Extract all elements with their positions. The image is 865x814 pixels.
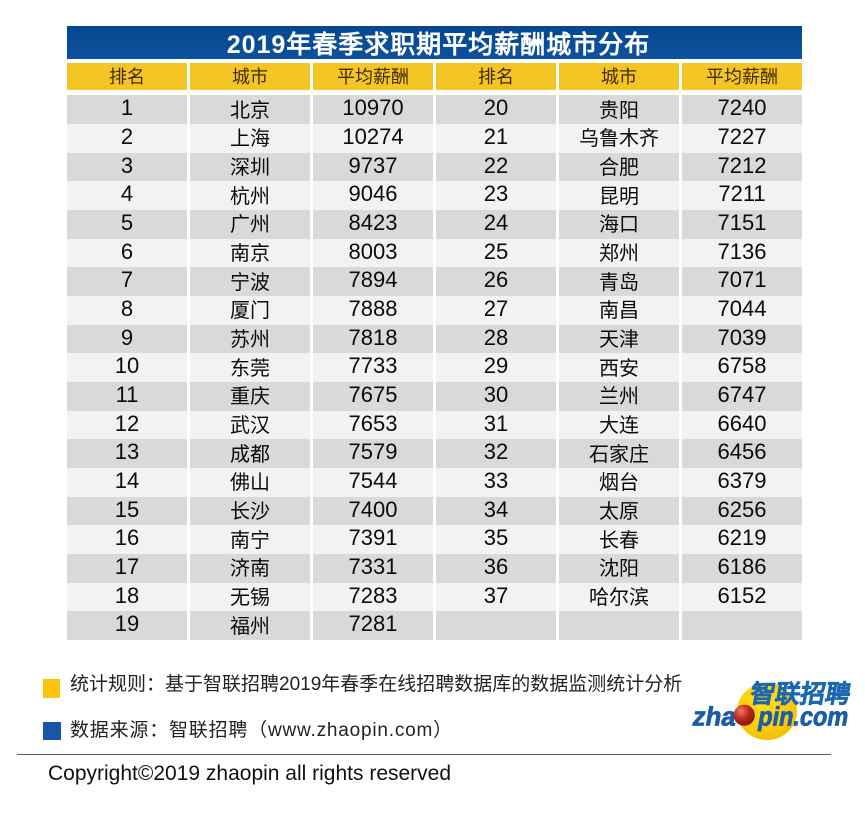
- svg-text:pin.com: pin.com: [756, 702, 851, 732]
- svg-text:zha: zha: [690, 702, 739, 732]
- svg-text:智联招聘: 智联招聘: [748, 680, 853, 709]
